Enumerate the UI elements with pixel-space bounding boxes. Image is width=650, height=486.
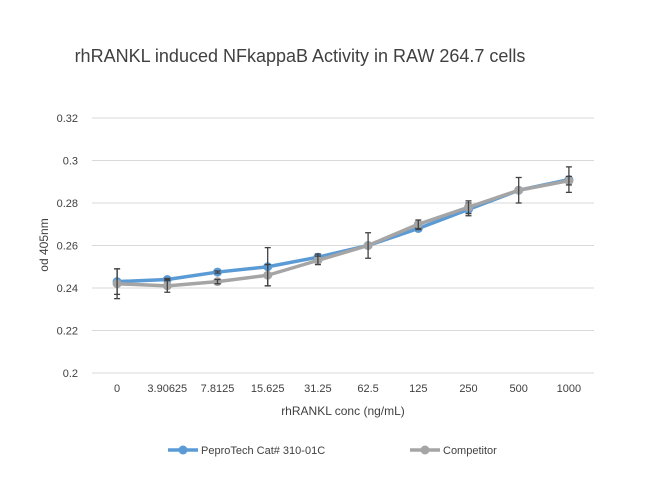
error-bar: [314, 255, 321, 266]
chart-title: rhRANKL induced NFkappaB Activity in RAW…: [75, 46, 526, 66]
error-bar: [114, 268, 121, 300]
y-tick-label: 0.22: [57, 326, 78, 338]
legend-swatch-marker: [420, 445, 430, 455]
x-tick-label: 62.5: [357, 383, 378, 395]
error-bar: [214, 278, 221, 285]
y-tick-label: 0.26: [57, 241, 78, 253]
y-axis-label: od 405nm: [37, 218, 51, 271]
x-tick-label: 3.90625: [147, 383, 187, 395]
series-0: [112, 166, 574, 296]
x-tick-label: 7.8125: [201, 383, 235, 395]
y-tick-label: 0.28: [57, 198, 78, 210]
y-tick-label: 0.2: [63, 368, 78, 380]
x-tick-label: 125: [409, 383, 427, 395]
series-line: [117, 178, 570, 288]
legend-swatch-marker: [178, 445, 188, 455]
series-1: [112, 175, 574, 300]
error-bar: [264, 263, 271, 287]
x-tick-label: 0: [114, 383, 120, 395]
x-tick-label: 250: [459, 383, 477, 395]
x-tick-label: 31.25: [304, 383, 332, 395]
y-tick-label: 0.32: [57, 113, 78, 125]
error-bar: [164, 278, 171, 293]
error-bar: [415, 219, 422, 230]
error-bar: [465, 200, 472, 215]
legend-item: Competitor: [410, 445, 497, 457]
error-bar: [214, 270, 221, 274]
x-tick-label: 1000: [557, 383, 581, 395]
x-tick-label: 15.625: [251, 383, 285, 395]
y-tick-label: 0.3: [63, 156, 78, 168]
legend-item: PeproTech Cat# 310-01C: [168, 445, 325, 457]
legend-label: Competitor: [443, 445, 497, 457]
x-tick-label: 500: [510, 383, 528, 395]
y-tick-label: 0.24: [57, 283, 78, 295]
legend-label: PeproTech Cat# 310-01C: [201, 445, 325, 457]
error-bar: [515, 176, 522, 204]
x-axis-label: rhRANKL conc (ng/mL): [281, 404, 405, 418]
error-bar: [365, 232, 372, 259]
error-bar: [565, 175, 572, 186]
